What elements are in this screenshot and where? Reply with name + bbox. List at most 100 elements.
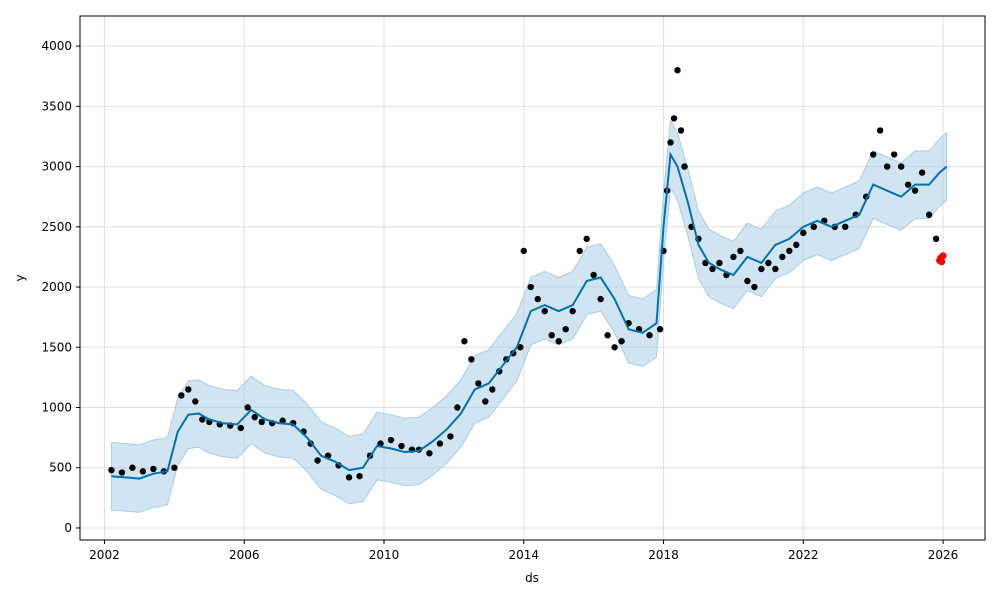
observed-point-42 xyxy=(489,386,496,393)
observed-point-86 xyxy=(779,253,786,261)
observed-point-59 xyxy=(604,332,611,339)
observed-point-93 xyxy=(842,223,849,231)
observed-point-51 xyxy=(548,332,555,339)
observed-point-2 xyxy=(129,464,136,471)
observed-point-102 xyxy=(911,187,919,194)
x-tick-label-6: 2026 xyxy=(928,548,959,562)
observed-point-52 xyxy=(555,338,562,345)
observed-point-35 xyxy=(436,440,444,447)
observed-point-89 xyxy=(800,229,807,237)
x-axis-ticks: 2002 2006 2010 2014 2018 2022 2026 xyxy=(89,540,958,562)
observed-point-6 xyxy=(171,464,178,471)
observed-point-15 xyxy=(244,404,251,411)
observed-point-97 xyxy=(876,127,884,134)
observed-point-3 xyxy=(139,468,147,475)
observed-point-60 xyxy=(611,344,618,351)
observed-point-41 xyxy=(482,398,489,405)
observed-point-79 xyxy=(730,253,737,261)
y-tick-label-3: 1500 xyxy=(41,340,72,354)
observed-point-7 xyxy=(178,392,185,399)
observed-point-50 xyxy=(541,307,548,315)
observed-point-10 xyxy=(199,416,206,423)
observed-point-88 xyxy=(793,241,800,249)
observed-point-81 xyxy=(744,277,751,285)
observed-point-71 xyxy=(677,127,685,134)
observed-point-58 xyxy=(597,295,604,303)
x-tick-label-2: 2010 xyxy=(369,548,400,562)
y-tick-label-8: 4000 xyxy=(41,39,72,53)
observed-point-68 xyxy=(667,139,674,146)
observed-point-77 xyxy=(716,259,723,267)
x-axis-label: ds xyxy=(525,571,539,585)
observed-point-61 xyxy=(618,338,625,345)
observed-point-103 xyxy=(918,169,926,176)
x-tick-label-4: 2018 xyxy=(648,548,679,562)
observed-point-99 xyxy=(890,151,898,158)
observed-point-8 xyxy=(185,386,192,393)
observed-point-38 xyxy=(461,338,468,345)
observed-point-65 xyxy=(656,325,664,333)
observed-point-9 xyxy=(192,398,199,405)
observed-point-46 xyxy=(517,344,524,351)
x-tick-label-5: 2022 xyxy=(788,548,819,562)
forecast-line xyxy=(111,151,948,480)
observed-point-40 xyxy=(475,380,482,387)
y-tick-label-0: 0 xyxy=(64,521,72,535)
observed-point-23 xyxy=(314,457,321,464)
observed-point-85 xyxy=(772,265,779,273)
observed-point-0 xyxy=(108,466,115,474)
y-tick-label-4: 2000 xyxy=(41,280,72,294)
observed-point-101 xyxy=(904,181,912,188)
observed-point-30 xyxy=(387,436,395,444)
observed-point-100 xyxy=(897,163,905,170)
observed-point-31 xyxy=(398,442,405,450)
observed-point-29 xyxy=(377,440,384,447)
observed-point-1 xyxy=(118,469,126,476)
observed-point-84 xyxy=(765,259,772,267)
observed-point-49 xyxy=(534,295,541,303)
observed-point-80 xyxy=(737,247,744,255)
observed-point-39 xyxy=(468,356,475,363)
observed-point-14 xyxy=(237,424,244,432)
observed-point-69 xyxy=(670,115,678,122)
observed-point-26 xyxy=(345,474,353,481)
y-tick-label-5: 2500 xyxy=(41,220,72,234)
observed-point-36 xyxy=(447,433,454,440)
forecast-line-path xyxy=(111,151,948,480)
plot-frame xyxy=(79,15,986,541)
observed-point-72 xyxy=(681,163,688,170)
y-axis-ticks: 0 500 1000 1500 2000 2500 3000 3500 4000 xyxy=(41,39,80,535)
observed-point-90 xyxy=(810,223,817,231)
observed-point-87 xyxy=(786,247,793,255)
y-tick-label-6: 3000 xyxy=(41,160,72,174)
observed-points xyxy=(108,67,940,481)
observed-point-37 xyxy=(454,404,461,411)
observed-point-104 xyxy=(925,211,933,218)
observed-point-17 xyxy=(258,418,265,426)
y-tick-label-2: 1000 xyxy=(41,400,72,414)
y-axis-label: y xyxy=(13,274,27,281)
observed-point-47 xyxy=(520,247,527,255)
observed-point-96 xyxy=(869,151,877,158)
observed-point-4 xyxy=(150,465,157,473)
observed-point-27 xyxy=(356,472,363,480)
observed-point-56 xyxy=(583,235,590,243)
y-tick-label-7: 3500 xyxy=(41,99,72,113)
observed-point-48 xyxy=(527,283,534,291)
x-tick-label-1: 2006 xyxy=(229,548,260,562)
y-tick-label-1: 500 xyxy=(49,461,72,475)
observed-point-54 xyxy=(569,307,576,315)
x-tick-label-3: 2014 xyxy=(508,548,539,562)
observed-point-57 xyxy=(590,271,597,279)
observed-point-70 xyxy=(674,67,681,74)
observed-point-82 xyxy=(751,283,758,291)
observed-point-19 xyxy=(279,417,286,424)
observed-point-53 xyxy=(562,325,569,333)
observed-point-83 xyxy=(758,265,765,273)
observed-point-64 xyxy=(646,332,653,339)
recent-points xyxy=(936,252,947,266)
observed-point-105 xyxy=(932,235,940,243)
observed-point-76 xyxy=(709,265,716,273)
recent-point-2 xyxy=(938,258,946,266)
